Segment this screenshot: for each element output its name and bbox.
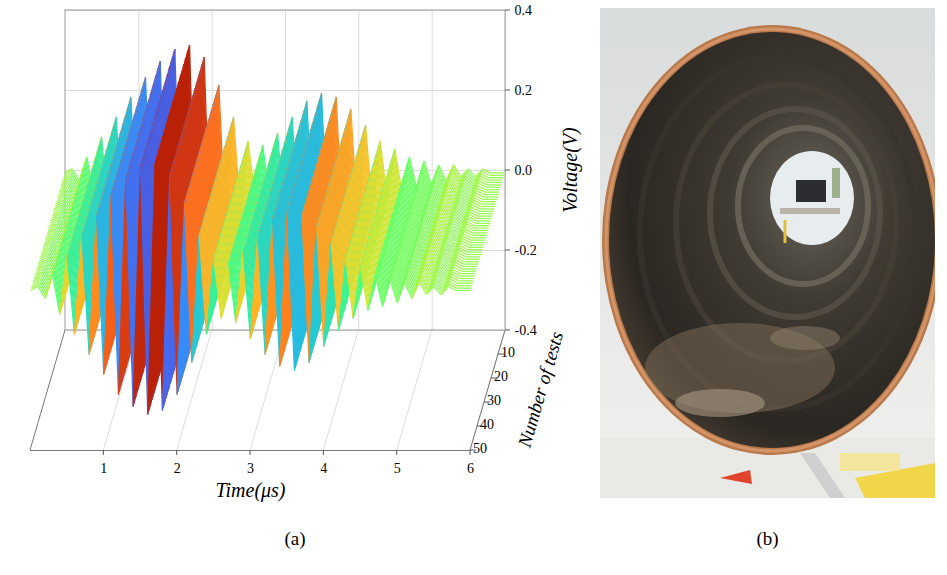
svg-text:Time(μs): Time(μs) <box>215 479 285 502</box>
svg-text:5: 5 <box>394 461 401 476</box>
svg-text:40: 40 <box>480 417 494 432</box>
svg-text:Voltage(V): Voltage(V) <box>559 127 582 213</box>
svg-text:2: 2 <box>174 461 181 476</box>
svg-text:-0.2: -0.2 <box>515 243 537 258</box>
svg-text:4: 4 <box>320 461 327 476</box>
svg-text:6: 6 <box>467 461 474 476</box>
svg-text:0.0: 0.0 <box>515 163 533 178</box>
svg-text:0.4: 0.4 <box>515 3 533 18</box>
svg-text:20: 20 <box>494 369 508 384</box>
svg-text:3: 3 <box>247 461 254 476</box>
html-text:(b): (b) <box>756 528 779 549</box>
svg-text:1: 1 <box>100 461 107 476</box>
svg-text:50: 50 <box>473 441 487 456</box>
svg-text:0.2: 0.2 <box>515 83 533 98</box>
svg-text:30: 30 <box>487 393 501 408</box>
svg-text:-0.4: -0.4 <box>515 323 537 338</box>
html-text:(a): (a) <box>284 528 306 549</box>
svg-text:10: 10 <box>501 345 515 360</box>
svg-text:Number of tests: Number of tests <box>513 329 567 450</box>
